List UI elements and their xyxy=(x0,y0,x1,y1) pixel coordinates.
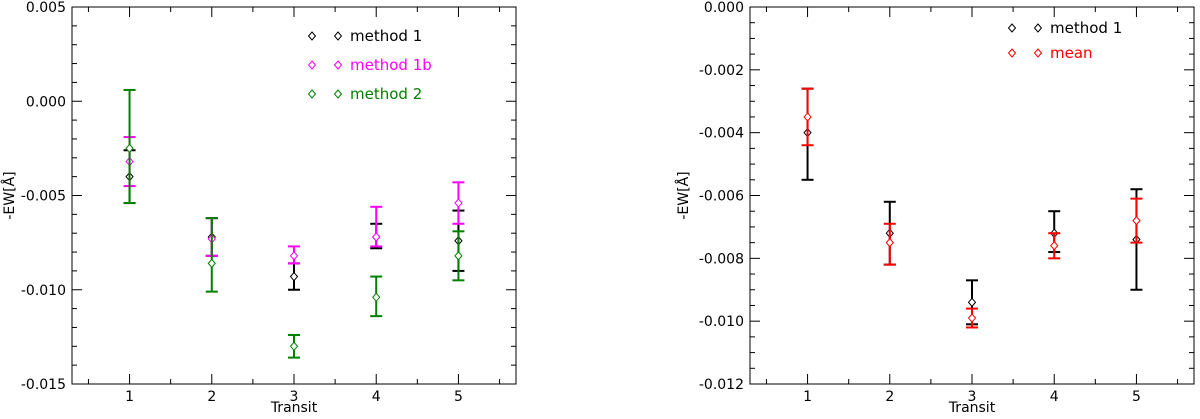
series-method-1b xyxy=(123,136,465,265)
legend-label: mean xyxy=(1050,44,1093,62)
series-mean xyxy=(801,87,1143,329)
plot-frame xyxy=(71,6,517,385)
y-tick-label: -0.010 xyxy=(21,283,66,299)
legend-marker xyxy=(307,60,317,70)
x-axis-label: Transit xyxy=(270,400,318,414)
legend-marker xyxy=(307,31,317,41)
legend-marker xyxy=(333,31,343,41)
x-tick-label: 1 xyxy=(803,389,812,405)
x-tick-label: 2 xyxy=(207,389,216,405)
y-tick-label: -0.008 xyxy=(699,251,744,267)
data-point xyxy=(1050,241,1059,251)
legend-marker xyxy=(307,89,317,99)
x-tick-label: 5 xyxy=(454,389,463,405)
data-point xyxy=(125,143,134,154)
legend-label: method 1 xyxy=(350,27,422,45)
series-method-2 xyxy=(123,88,465,359)
legend-label: method 2 xyxy=(350,85,422,103)
data-point xyxy=(207,258,216,269)
x-tick-label: 2 xyxy=(885,389,894,405)
y-tick-label: -0.010 xyxy=(699,314,744,330)
legend-marker xyxy=(333,60,343,70)
x-tick-label: 3 xyxy=(968,389,977,405)
chart-left: -0.015 -0.010 -0.005 0.000 0.005 1 2 3 4 5 Transit… xyxy=(1,0,517,416)
y-tick-label: -0.012 xyxy=(699,377,744,393)
y-tick-label: -0.005 xyxy=(21,189,66,205)
data-point xyxy=(803,112,812,122)
data-point xyxy=(372,232,381,242)
legend-marker xyxy=(1007,23,1017,33)
legend-marker xyxy=(333,89,343,99)
x-tick-label: 4 xyxy=(1050,389,1059,405)
data-point xyxy=(967,297,977,308)
data-point xyxy=(289,341,299,352)
x-tick-label: 4 xyxy=(372,389,381,405)
y-axis-label: -EW[Å] xyxy=(675,171,692,219)
legend: method 1 method 1b method 2 xyxy=(307,27,432,103)
y-tick-label: 0.000 xyxy=(26,94,66,110)
data-point xyxy=(289,251,299,261)
legend: method 1 mean xyxy=(1007,19,1122,62)
data-point xyxy=(454,198,463,208)
x-tick-label: 5 xyxy=(1132,389,1141,405)
y-tick-label: -0.002 xyxy=(699,63,744,79)
legend-label: method 1 xyxy=(1050,19,1122,37)
data-point xyxy=(885,237,894,248)
series-method-1 xyxy=(801,87,1143,326)
legend-marker xyxy=(1033,23,1043,33)
legend-label: method 1b xyxy=(350,56,432,74)
data-point xyxy=(967,313,977,323)
y-tick-label: 0.005 xyxy=(26,0,66,16)
data-point xyxy=(372,292,381,303)
x-tick-label: 3 xyxy=(290,389,299,405)
y-tick-label: -0.004 xyxy=(699,126,744,142)
y-axis-label: -EW[Å] xyxy=(1,171,18,219)
data-point xyxy=(1132,215,1141,226)
chart-right: -0.012 -0.010 -0.008 -0.006 -0.004 -0.002 0.00… xyxy=(675,0,1195,416)
y-tick-label: -0.015 xyxy=(21,377,66,393)
x-tick-label: 1 xyxy=(125,389,134,405)
y-tick-label: -0.006 xyxy=(699,189,744,205)
legend-marker xyxy=(1033,48,1043,58)
data-point xyxy=(289,271,299,282)
legend-marker xyxy=(1007,48,1017,58)
y-tick-label: 0.000 xyxy=(704,0,744,16)
series-method-1 xyxy=(123,149,465,291)
data-point xyxy=(454,251,463,261)
x-axis-label: Transit xyxy=(948,400,996,414)
